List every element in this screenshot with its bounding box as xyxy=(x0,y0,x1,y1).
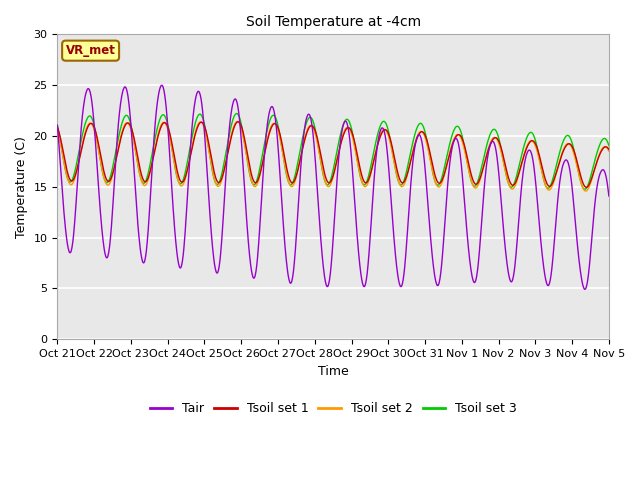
Text: VR_met: VR_met xyxy=(66,44,116,57)
Title: Soil Temperature at -4cm: Soil Temperature at -4cm xyxy=(246,15,420,29)
Legend: Tair, Tsoil set 1, Tsoil set 2, Tsoil set 3: Tair, Tsoil set 1, Tsoil set 2, Tsoil se… xyxy=(145,397,522,420)
Y-axis label: Temperature (C): Temperature (C) xyxy=(15,136,28,238)
X-axis label: Time: Time xyxy=(318,365,349,378)
